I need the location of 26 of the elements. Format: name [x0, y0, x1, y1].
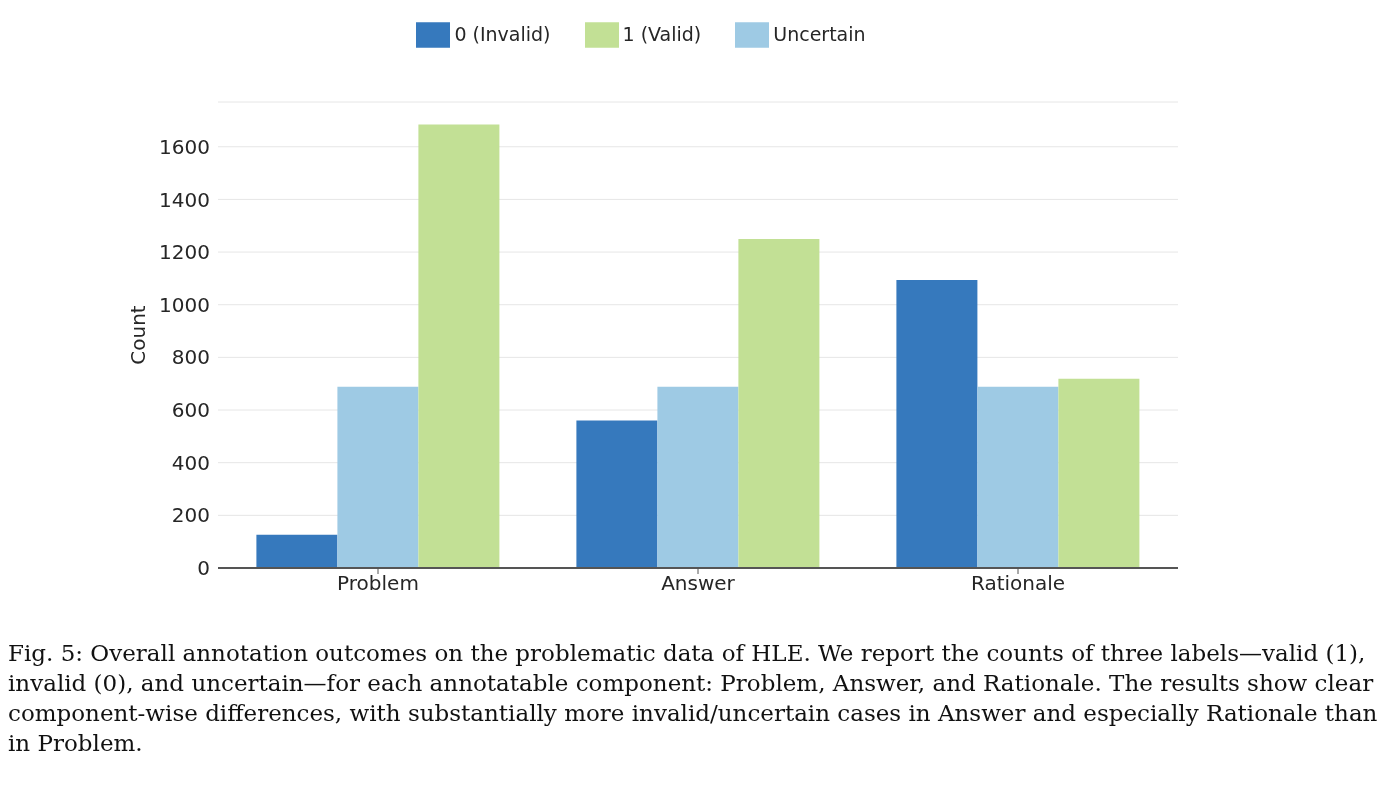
bar	[418, 124, 500, 568]
bar	[576, 420, 658, 568]
bar	[738, 238, 820, 568]
y-tick-label: 1000	[159, 292, 210, 317]
y-tick-label: 0	[197, 556, 210, 581]
y-tick-label: 400	[171, 450, 210, 475]
y-tick-label: 1200	[159, 240, 210, 265]
y-tick-label: 1600	[159, 134, 210, 159]
legend-label: 1 (Valid)	[622, 22, 702, 45]
bar	[256, 534, 338, 568]
legend-label: 0 (Invalid)	[454, 22, 551, 45]
y-tick-label: 200	[171, 503, 210, 528]
caption: Fig. 5: Overall annotation outcomes on the problematic data of HLE. We report the counts of three labels—valid (1), invalid (0), and uncertain—for each annotatable component: Problem, Answer, and Rationale. The results show clear component-wise differences, with substantially more invalid/uncertain cases in Answer and especially Rationale than in Problem.	[8, 639, 1378, 758]
y-tick-label: 800	[171, 345, 210, 370]
y-tick-label: 600	[171, 398, 210, 423]
bar	[977, 386, 1059, 568]
x-tick-label: Problem	[337, 571, 419, 596]
y-axis-title: Count	[126, 305, 151, 365]
bar	[896, 279, 978, 568]
x-tick-label: Answer	[661, 571, 736, 596]
x-tick-label: Rationale	[970, 571, 1066, 596]
bar	[337, 386, 419, 568]
legend-label: Uncertain	[773, 22, 866, 45]
bar	[657, 386, 739, 568]
bar	[1058, 378, 1140, 568]
y-tick-label: 1400	[159, 187, 210, 212]
